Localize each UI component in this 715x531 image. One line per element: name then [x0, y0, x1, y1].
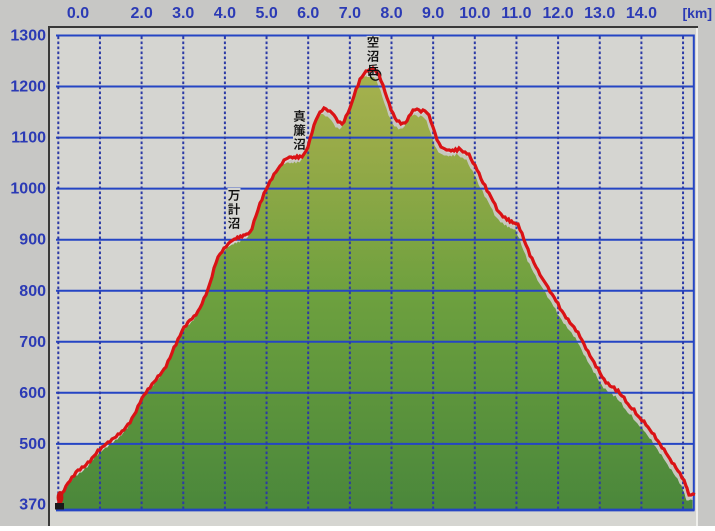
svg-text:3.0: 3.0: [172, 5, 194, 22]
svg-text:[km]: [km]: [682, 5, 712, 21]
svg-text:370: 370: [19, 497, 46, 514]
svg-text:11.0: 11.0: [501, 5, 531, 22]
svg-text:600: 600: [19, 385, 46, 402]
svg-text:5.0: 5.0: [255, 5, 277, 22]
svg-text:1300: 1300: [10, 28, 46, 45]
svg-text:0.0: 0.0: [67, 5, 89, 22]
svg-text:800: 800: [19, 283, 46, 300]
svg-text:1200: 1200: [10, 79, 46, 96]
svg-text:14.0: 14.0: [626, 5, 657, 22]
svg-text:13.0: 13.0: [584, 5, 615, 22]
svg-text:4.0: 4.0: [214, 5, 236, 22]
svg-text:1100: 1100: [11, 130, 46, 147]
svg-text:2.0: 2.0: [130, 5, 152, 22]
svg-text:500: 500: [19, 436, 46, 453]
svg-text:10.0: 10.0: [459, 5, 490, 22]
svg-text:12.0: 12.0: [543, 5, 574, 22]
svg-text:8.0: 8.0: [380, 5, 402, 22]
svg-text:700: 700: [19, 334, 46, 351]
svg-text:9.0: 9.0: [422, 5, 444, 22]
svg-text:1000: 1000: [10, 181, 46, 198]
svg-text:900: 900: [19, 232, 46, 249]
svg-text:6.0: 6.0: [297, 5, 319, 22]
svg-text:7.0: 7.0: [339, 5, 361, 22]
